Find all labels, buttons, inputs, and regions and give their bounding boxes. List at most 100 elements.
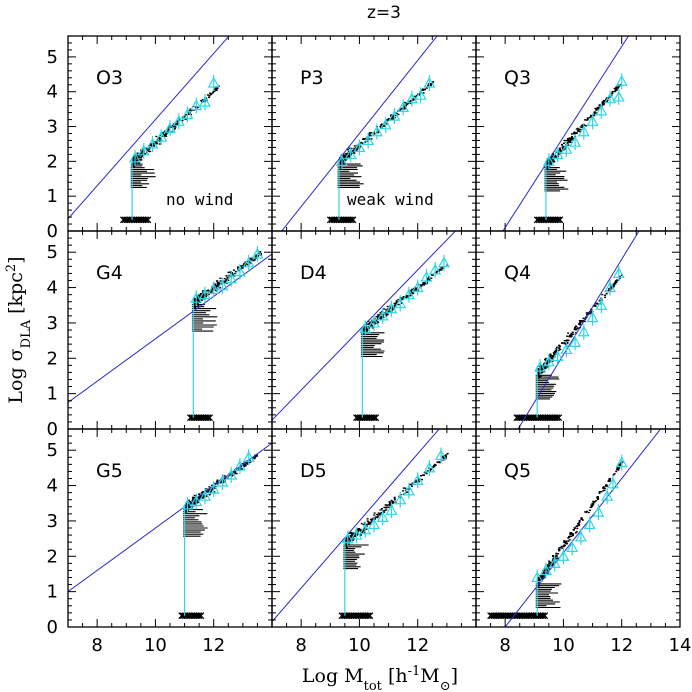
scatter-point	[555, 156, 557, 158]
scatter-point	[405, 296, 408, 299]
scatter-point	[167, 127, 170, 129]
scatter-point	[204, 488, 207, 490]
scatter-point	[569, 336, 572, 338]
mean-triangle	[560, 343, 573, 355]
panel-label: D5	[300, 460, 327, 482]
scatter-point	[393, 496, 396, 499]
scatter-point	[369, 321, 372, 324]
scatter-point	[215, 89, 218, 92]
mean-triangle	[542, 355, 555, 367]
y-tick-label: 0	[47, 419, 58, 440]
mean-triangle	[129, 151, 142, 163]
scatter-point	[247, 263, 249, 265]
scatter-point	[193, 300, 196, 302]
scatter-point	[370, 138, 373, 140]
scatter-point	[377, 316, 379, 319]
fit-line	[281, 36, 438, 231]
scatter-point	[364, 141, 367, 143]
scatter-point	[540, 367, 542, 370]
scatter-point	[561, 148, 564, 150]
scatter-point	[608, 480, 611, 482]
scatter-point	[577, 523, 579, 525]
scatter-point	[361, 530, 364, 533]
scatter-point	[216, 479, 219, 481]
scatter-point	[172, 125, 175, 128]
scatter-point	[602, 103, 605, 106]
scatter-point	[546, 166, 548, 168]
scatter-point	[132, 157, 135, 159]
scatter-point	[345, 155, 348, 157]
wind-label: weak wind	[347, 190, 434, 209]
scatter-point	[546, 564, 549, 566]
scatter-point	[161, 133, 164, 135]
scatter-point	[371, 520, 373, 522]
mean-triangle	[353, 141, 366, 153]
panel-label: D4	[300, 262, 327, 284]
mean-triangle	[388, 109, 401, 121]
mean-triangle	[190, 495, 203, 507]
scatter-point	[616, 468, 619, 470]
scatter-point	[385, 509, 388, 511]
scatter-point	[386, 313, 389, 316]
floor-cross	[370, 414, 378, 422]
scatter-point	[161, 132, 164, 134]
scatter-point	[438, 461, 441, 463]
scatter-point	[593, 112, 596, 115]
scatter-point	[575, 132, 578, 134]
scatter-point	[555, 558, 558, 560]
scatter-point	[402, 487, 405, 489]
scatter-point	[138, 157, 141, 159]
scatter-point	[570, 533, 573, 535]
panel-label: G5	[96, 460, 123, 482]
scatter-point	[370, 519, 373, 521]
scatter-point	[143, 152, 146, 155]
scatter-point	[250, 259, 253, 261]
scatter-point	[546, 362, 549, 365]
scatter-point	[547, 567, 550, 570]
panel-plot-area	[68, 442, 272, 620]
scatter-point	[594, 305, 597, 307]
scatter-point	[248, 461, 251, 464]
scatter-point	[346, 148, 349, 151]
scatter-point	[345, 543, 348, 545]
scatter-point	[546, 565, 549, 568]
scatter-point	[584, 511, 587, 513]
scatter-point	[538, 581, 541, 583]
scatter-point	[572, 529, 575, 531]
scatter-point	[558, 147, 561, 149]
scatter-point	[385, 314, 388, 316]
scatter-point	[558, 347, 561, 350]
scatter-point	[158, 139, 161, 141]
scatter-point	[443, 457, 445, 460]
scatter-point	[594, 304, 597, 306]
scatter-point	[405, 295, 408, 298]
scatter-point	[574, 326, 576, 329]
floor-cross	[144, 216, 152, 224]
scatter-point	[378, 514, 381, 516]
scatter-point	[373, 514, 376, 516]
scatter-point	[188, 109, 191, 111]
scatter-point	[411, 485, 413, 487]
panel-plot-area	[68, 245, 272, 422]
scatter-point	[579, 126, 582, 128]
scatter-point	[557, 548, 560, 551]
scatter-point	[592, 502, 595, 505]
scatter-point	[341, 158, 344, 160]
scatter-point	[544, 359, 546, 361]
scatter-point	[615, 281, 618, 283]
scatter-point	[430, 83, 433, 85]
scatter-point	[559, 348, 562, 351]
scatter-point	[349, 156, 351, 158]
scatter-point	[381, 508, 383, 510]
scatter-point	[395, 300, 398, 302]
scatter-point	[383, 308, 386, 310]
scatter-point	[569, 532, 572, 535]
scatter-point	[573, 328, 576, 330]
scatter-point	[191, 496, 194, 499]
scatter-point	[602, 100, 605, 103]
scatter-point	[352, 152, 355, 154]
scatter-point	[342, 154, 345, 156]
scatter-point	[412, 99, 415, 101]
scatter-point	[395, 302, 398, 304]
scatter-point	[199, 496, 202, 498]
